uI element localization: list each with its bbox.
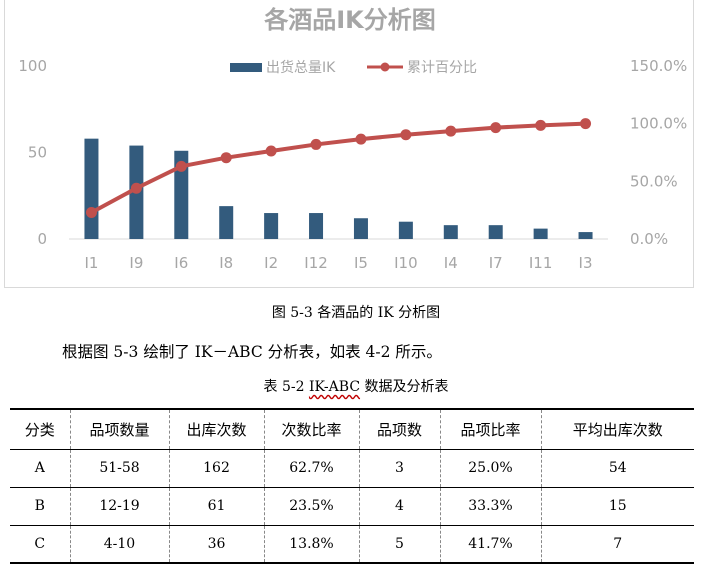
x-axis-tick: I5: [354, 254, 368, 272]
x-axis-tick: I11: [529, 254, 553, 272]
table-cell: 41.7%: [439, 525, 542, 563]
line-point-I3: [580, 118, 592, 130]
bar-I12: [309, 213, 324, 239]
line-point-I6: [175, 160, 187, 172]
line-point-I8: [220, 152, 232, 164]
cumulative-line: [90, 121, 586, 215]
bar-I5: [353, 218, 368, 239]
table-cell: B: [10, 487, 71, 525]
table-header-row: 分类 品项数量 出库次数 次数比率 品项数 品项比率 平均出库次数: [10, 409, 694, 449]
bar-I6: [174, 150, 189, 239]
bar-I4: [443, 225, 458, 239]
table-row: C 4-10 36 13.8% 5 41.7% 7: [10, 525, 694, 563]
right-axis-tick: 100.0%: [630, 115, 687, 133]
right-axis-tick: 150.0%: [630, 57, 687, 75]
x-axis-tick: I3: [579, 254, 593, 272]
line-point-I10: [400, 129, 412, 141]
table-cell: 33.3%: [439, 487, 542, 525]
table-cell: 12-19: [69, 487, 170, 525]
line-point-I4: [445, 125, 457, 137]
bar-I7: [488, 225, 503, 239]
bar-I3: [578, 232, 593, 239]
header-cell: 品项数量: [69, 409, 170, 449]
header-cell: 分类: [10, 409, 71, 449]
bar-I10: [398, 221, 413, 239]
x-axis-tick: I10: [394, 254, 418, 272]
chart-title: 各酒品IK分析图: [263, 6, 436, 34]
line-point-I1: [85, 206, 97, 218]
table-cell: 3: [358, 449, 441, 487]
table-cell: 62.7%: [263, 449, 360, 487]
table-cell: 4: [358, 487, 441, 525]
x-axis-tick: I2: [264, 254, 278, 272]
table-cell: 54: [540, 449, 694, 487]
table-cell: 13.8%: [263, 525, 360, 563]
table-caption-main: IK-ABC: [308, 379, 361, 395]
x-axis-tick: I12: [304, 254, 328, 272]
line-point-I11: [535, 119, 547, 131]
table-cell: 5: [358, 525, 441, 563]
ik-abc-table: 分类 品项数量 出库次数 次数比率 品项数 品项比率 平均出库次数 A 51-5…: [10, 408, 694, 564]
line-point-I5: [355, 133, 367, 145]
left-axis-tick: 0: [37, 230, 47, 248]
table-cell: 162: [168, 449, 265, 487]
table-row: B 12-19 61 23.5% 4 33.3% 15: [10, 487, 694, 525]
header-cell: 品项数: [358, 409, 441, 449]
table-cell: 15: [540, 487, 694, 525]
x-axis-tick: I8: [219, 254, 233, 272]
body-paragraph: 根据图 5-3 绘制了 IK－ABC 分析表，如表 4-2 所示。: [62, 343, 442, 361]
right-axis-tick: 0.0%: [630, 230, 668, 248]
header-cell: 出库次数: [168, 409, 265, 449]
x-axis-tick: I1: [84, 254, 98, 272]
bar-I11: [533, 228, 548, 239]
table-cell: 25.0%: [439, 449, 542, 487]
ik-chart: 各酒品IK分析图 出货总量IK 累计百分比 0 50 100 0.0% 50.0% 10…: [4, 0, 694, 288]
bar-I2: [264, 213, 279, 239]
header-cell: 次数比率: [263, 409, 360, 449]
table-cell: 51-58: [69, 449, 170, 487]
right-axis-tick: 50.0%: [630, 172, 678, 190]
table-caption-suffix: 数据及分析表: [360, 379, 449, 395]
x-axis-tick: I7: [489, 254, 503, 272]
figure-caption: 图 5-3 各酒品的 IK 分析图: [271, 305, 441, 321]
table-cell: 61: [168, 487, 265, 525]
line-point-I12: [310, 138, 322, 150]
ik-chart-svg: 各酒品IK分析图 出货总量IK 累计百分比 0 50 100 0.0% 50.0% 10…: [18, 6, 687, 272]
bar-I1: [84, 138, 99, 239]
table-caption: 表 5-2 IK-ABC 数据及分析表: [0, 376, 712, 396]
left-axis-tick: 50: [28, 144, 47, 162]
left-axis-tick: 100: [18, 57, 47, 75]
header-cell: 平均出库次数: [540, 409, 694, 449]
table-caption-prefix: 表 5-2: [263, 379, 309, 395]
x-axis-tick: I6: [174, 254, 188, 272]
line-point-I7: [490, 122, 502, 134]
legend-line-marker: [380, 62, 390, 72]
x-axis-tick: I4: [444, 254, 458, 272]
table-cell: A: [10, 449, 71, 487]
legend-bar-label: 出货总量IK: [266, 59, 336, 76]
table-cell: 4-10: [69, 525, 170, 563]
table-cell: 23.5%: [263, 487, 360, 525]
bar-I8: [219, 206, 234, 239]
table-cell: C: [10, 525, 71, 563]
header-cell: 品项比率: [439, 409, 542, 449]
table-row: A 51-58 162 62.7% 3 25.0% 54: [10, 449, 694, 487]
line-point-I9: [130, 182, 142, 194]
table-cell: 36: [168, 525, 265, 563]
legend-line-label: 累计百分比: [407, 60, 477, 76]
table-cell: 7: [540, 525, 694, 563]
line-point-I2: [265, 145, 277, 157]
x-axis-tick: I9: [129, 254, 143, 272]
chart-legend: 出货总量IK 累计百分比: [230, 59, 477, 76]
legend-bar-swatch: [230, 63, 262, 72]
